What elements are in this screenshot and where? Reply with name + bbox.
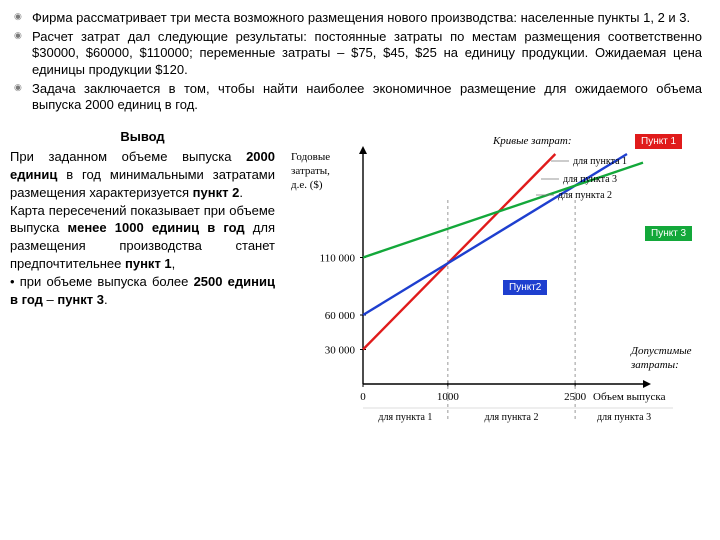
svg-text:Годовые: Годовые	[291, 151, 330, 163]
svg-text:затраты:: затраты:	[630, 359, 679, 371]
text: ,	[172, 256, 176, 271]
svg-text:для пункта 1: для пункта 1	[573, 156, 627, 167]
svg-text:Кривые затрат:: Кривые затрат:	[492, 135, 572, 147]
text-bold: пункт 3	[57, 292, 104, 307]
svg-text:60 000: 60 000	[325, 310, 356, 322]
svg-text:для пункта 3: для пункта 3	[597, 412, 651, 423]
svg-text:Объем выпуска: Объем выпуска	[593, 391, 666, 403]
text: –	[43, 292, 57, 307]
svg-text:для пункта 2: для пункта 2	[484, 412, 538, 423]
text-bold: менее 1000 единиц в год	[67, 220, 244, 235]
chart-badge: Пункт 1	[635, 134, 682, 149]
text: • при объеме выпуска более	[10, 274, 194, 289]
svg-text:30 000: 30 000	[325, 344, 356, 356]
conclusion-title: Вывод	[10, 128, 275, 146]
chart-svg: 30 00060 000110 000010002500для пункта 1…	[285, 126, 695, 436]
svg-text:Допустимые: Допустимые	[630, 345, 692, 357]
svg-text:для пункта 1: для пункта 1	[378, 412, 432, 423]
cost-chart: 30 00060 000110 000010002500для пункта 1…	[285, 126, 702, 436]
text: .	[239, 185, 243, 200]
chart-badge: Пункт2	[503, 280, 547, 295]
conclusion-body: При заданном объеме выпуска 2000 единиц …	[10, 148, 275, 309]
text-bold: пункт 1	[125, 256, 172, 271]
bullet-item: Задача заключается в том, чтобы найти на…	[10, 81, 702, 114]
bullet-item: Фирма рассматривает три места возможного…	[10, 10, 702, 27]
bullet-item: Расчет затрат дал следующие результаты: …	[10, 29, 702, 79]
chart-badge: Пункт 3	[645, 226, 692, 241]
svg-text:для пункта 2: для пункта 2	[558, 190, 612, 201]
text: .	[104, 292, 108, 307]
text: При заданном объеме выпуска	[10, 149, 246, 164]
lower-section: Вывод При заданном объеме выпуска 2000 е…	[10, 126, 702, 436]
svg-text:для пункта 3: для пункта 3	[563, 174, 617, 185]
conclusion-block: Вывод При заданном объеме выпуска 2000 е…	[10, 126, 275, 436]
svg-text:0: 0	[360, 391, 366, 403]
bullet-list: Фирма рассматривает три места возможного…	[10, 10, 702, 114]
text-bold: пункт 2	[193, 185, 240, 200]
svg-text:д.е. ($): д.е. ($)	[291, 179, 323, 191]
svg-text:110 000: 110 000	[320, 252, 356, 264]
svg-text:затраты,: затраты,	[291, 165, 330, 177]
